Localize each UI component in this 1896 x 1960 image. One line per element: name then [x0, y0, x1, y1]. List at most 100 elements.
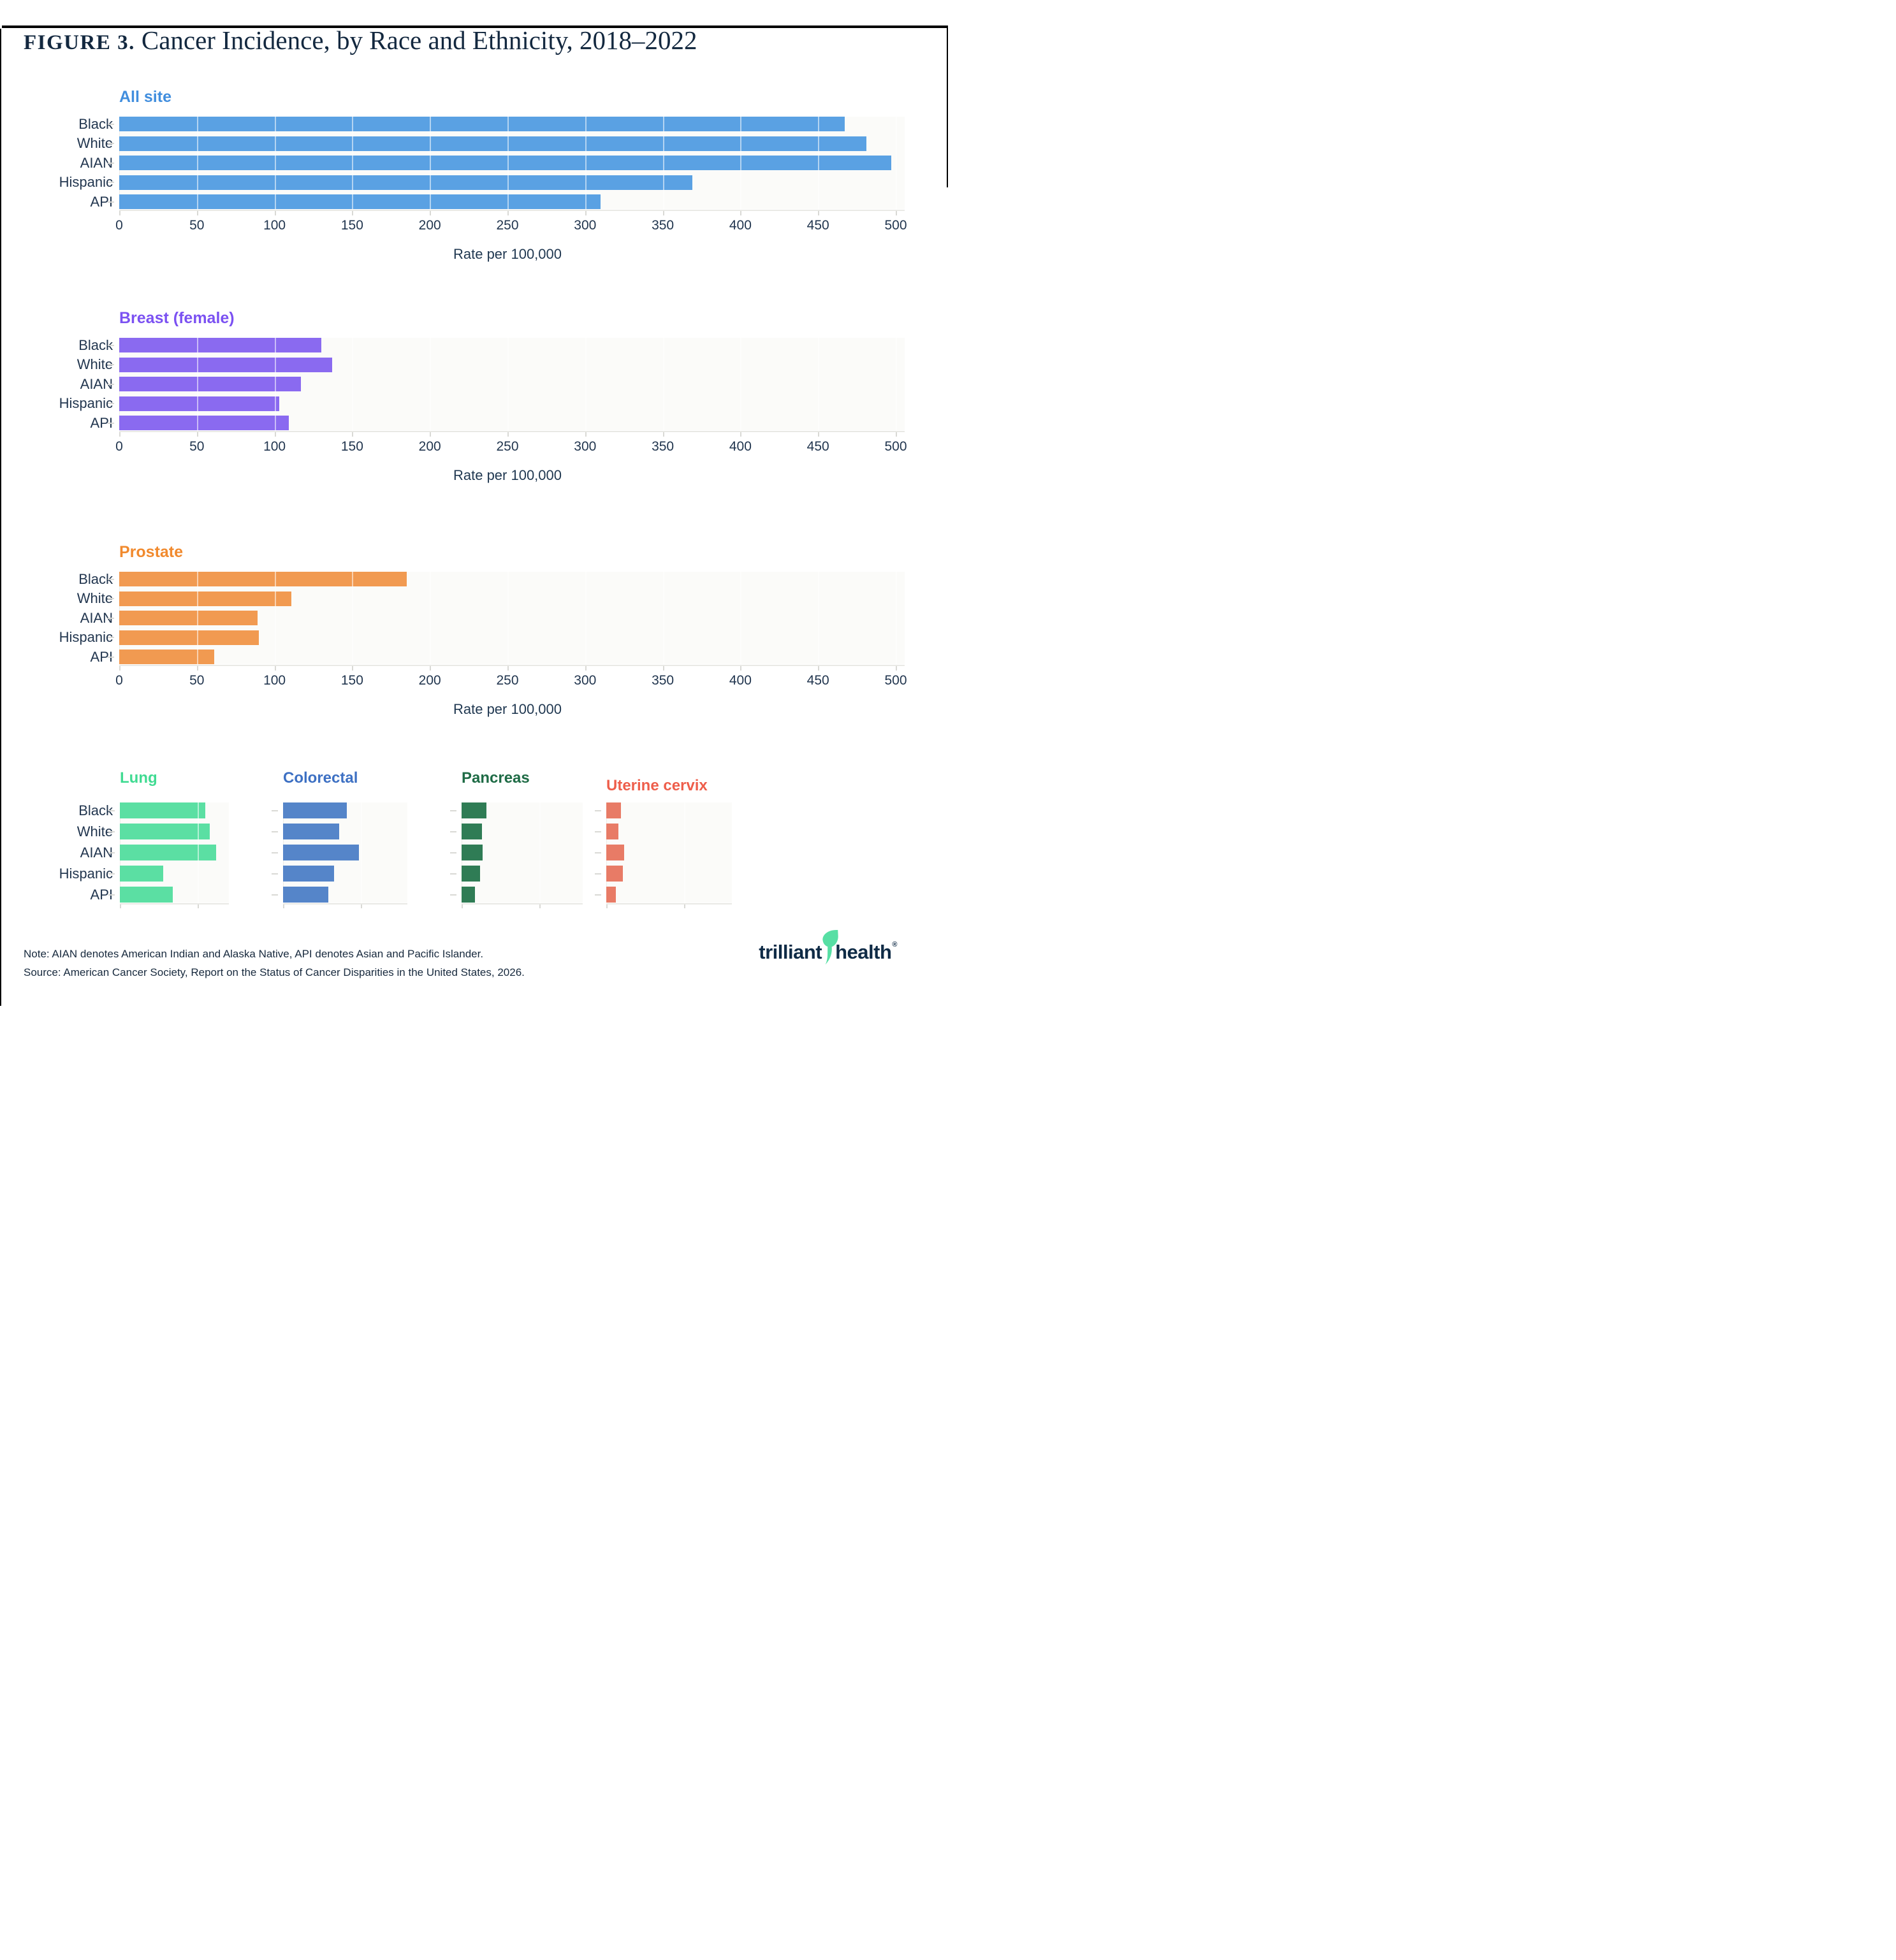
bar-api [283, 887, 328, 903]
category-label: Hispanic [59, 629, 113, 646]
x-tick-label: 300 [574, 439, 597, 454]
y-tick-mark [108, 656, 114, 658]
x-tick-mark [818, 432, 820, 437]
bar-white [462, 824, 482, 840]
x-tick-label: 250 [496, 218, 519, 233]
frame-border-top [2, 25, 948, 28]
x-tick-label: 200 [418, 673, 441, 688]
figure-title: FIGURE 3. Cancer Incidence, by Race and E… [24, 25, 948, 55]
x-tick-label: 350 [652, 218, 675, 233]
frame-border-right [947, 28, 948, 187]
bar-white [119, 357, 332, 372]
bar-hispanic [119, 396, 279, 411]
x-axis-line [119, 431, 905, 433]
x-tick-mark [274, 666, 276, 671]
bar-api [606, 887, 616, 903]
note-line: Note: AIAN denotes American Indian and A… [24, 948, 484, 961]
gridline [896, 338, 897, 431]
bar-white [283, 824, 339, 840]
x-tick-mark [196, 666, 198, 671]
x-tick-mark [585, 432, 587, 437]
x-tick-mark [119, 666, 120, 671]
gridline [274, 338, 276, 431]
y-tick-mark [595, 809, 601, 811]
category-label: Hispanic [59, 865, 113, 882]
x-tick-mark [818, 666, 820, 671]
plot-area: Black White AIAN Hispanic API 0 50 100 150 200 250… [24, 571, 948, 734]
y-tick-mark [108, 403, 114, 405]
bar-black [606, 802, 622, 819]
x-axis-title: Rate per 100,000 [453, 246, 562, 263]
x-axis-line [119, 210, 905, 212]
y-tick-mark [108, 809, 115, 811]
bar-hispanic [606, 866, 623, 882]
x-tick-mark [896, 432, 897, 437]
plot-track [462, 802, 583, 903]
x-tick-mark [120, 904, 121, 909]
bar-aian [119, 377, 301, 392]
y-tick-mark [108, 894, 115, 896]
gridline [274, 572, 276, 665]
bar-aian [606, 845, 624, 861]
bar-black [119, 338, 321, 353]
bar-hispanic [283, 866, 335, 882]
plot-area: Black White AIAN Hispanic API 0 50 100 150 200 250… [24, 116, 948, 279]
x-tick-label: 500 [884, 439, 907, 454]
x-tick-label: 400 [729, 439, 752, 454]
gridline [430, 338, 432, 431]
y-tick-mark [108, 123, 114, 125]
gridline [360, 802, 362, 903]
registered-mark: ® [892, 941, 897, 949]
gridline [662, 338, 664, 431]
gridline [196, 117, 198, 210]
chart-title: Breast (female) [119, 309, 235, 328]
gridline [430, 572, 432, 665]
x-tick-label: 450 [806, 218, 829, 233]
bar-hispanic [119, 175, 692, 190]
bar-black [119, 572, 407, 587]
x-tick-label: 0 [115, 439, 123, 454]
x-tick-mark [283, 904, 284, 909]
chart-title-colorectal: Colorectal [283, 769, 358, 787]
x-tick-mark [352, 432, 354, 437]
category-label: White [77, 590, 113, 607]
category-label: Black [78, 337, 113, 353]
bar-hispanic [462, 866, 481, 882]
y-tick-mark [450, 894, 456, 896]
bar-black [120, 802, 205, 819]
x-tick-mark [507, 666, 509, 671]
gridline [818, 117, 820, 210]
plot-track [120, 802, 229, 903]
x-tick-label: 350 [652, 439, 675, 454]
bar-api [119, 416, 289, 431]
x-tick-label: 500 [884, 673, 907, 688]
x-tick-label: 0 [115, 673, 123, 688]
category-label: AIAN [80, 375, 113, 392]
x-axis-title: Rate per 100,000 [453, 467, 562, 484]
chart-title: All site [119, 88, 171, 106]
y-tick-mark [272, 852, 278, 853]
gridline [662, 117, 664, 210]
y-tick-mark [595, 852, 601, 853]
y-tick-mark [108, 364, 114, 366]
x-axis-line [283, 903, 407, 905]
x-tick-mark [196, 432, 198, 437]
bar-api [119, 194, 601, 210]
figure-number-label: FIGURE 3. [24, 31, 135, 54]
x-tick-label: 150 [340, 673, 363, 688]
bar-hispanic [119, 630, 259, 645]
category-label: API [90, 886, 113, 903]
bar-api [119, 650, 214, 665]
y-tick-mark [272, 831, 278, 832]
category-label: White [77, 823, 113, 839]
large-charts-container: All site Black White AIAN Hispanic API 0 50 100 1… [0, 86, 948, 717]
y-tick-mark [450, 809, 456, 811]
y-tick-mark [108, 162, 114, 164]
x-tick-label: 150 [340, 439, 363, 454]
plot-track [606, 802, 733, 903]
plot-track [119, 572, 905, 665]
y-tick-mark [272, 873, 278, 875]
logo-word-health: health [835, 941, 892, 964]
plot-area: Black White AIAN Hispanic API 0 50 100 150 200 250… [24, 337, 948, 500]
bar-api [462, 887, 475, 903]
